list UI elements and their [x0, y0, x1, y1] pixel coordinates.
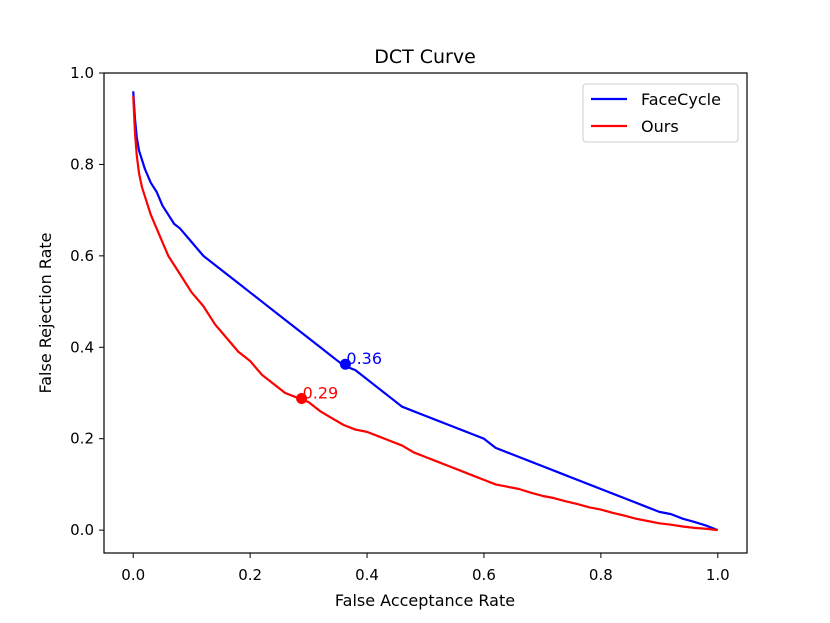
legend-label-facecycle: FaceCycle — [641, 90, 721, 109]
marker-label-ours: 0.29 — [303, 383, 339, 402]
x-tick-label: 0.8 — [589, 566, 613, 584]
plot-frame — [103, 72, 748, 554]
series-line-facecycle — [132, 91, 719, 532]
x-tick-label: 0.4 — [355, 566, 379, 584]
marker-label-facecycle: 0.36 — [346, 349, 382, 368]
chart-title: DCT Curve — [374, 46, 476, 68]
y-axis-ticks: 0.0 0.2 0.4 0.6 0.8 1.0 — [70, 64, 104, 539]
marker-point-facecycle — [339, 358, 351, 370]
x-tick-label: 0.6 — [472, 566, 496, 584]
legend: FaceCycle Ours — [582, 83, 739, 143]
x-axis-ticks: 0.0 0.2 0.4 0.6 0.8 1.0 — [121, 553, 730, 584]
y-tick-label: 0.8 — [70, 155, 94, 173]
x-tick-label: 1.0 — [706, 566, 730, 584]
x-axis-label: False Acceptance Rate — [335, 591, 515, 610]
marker-layer: 0.36 0.29 — [296, 349, 382, 404]
marker-point-ours — [296, 392, 308, 404]
y-axis-label: False Rejection Rate — [36, 233, 55, 394]
y-tick-label: 0.4 — [70, 338, 94, 356]
legend-label-ours: Ours — [641, 117, 679, 136]
series-layer — [132, 91, 719, 532]
x-tick-label: 0.2 — [238, 566, 262, 584]
y-tick-label: 1.0 — [70, 64, 94, 82]
series-line-ours — [132, 95, 718, 532]
y-tick-label: 0.2 — [70, 430, 94, 448]
y-tick-label: 0.0 — [70, 521, 94, 539]
x-tick-label: 0.0 — [121, 566, 145, 584]
y-tick-label: 0.6 — [70, 247, 94, 265]
